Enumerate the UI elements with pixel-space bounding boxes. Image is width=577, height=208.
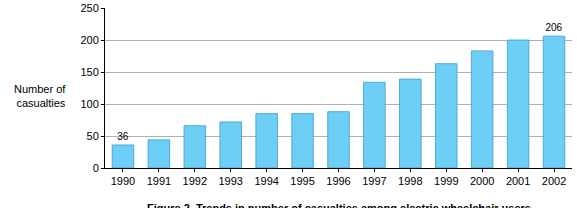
svg-text:206: 206	[545, 22, 562, 33]
svg-text:1998: 1998	[398, 175, 422, 187]
svg-text:0: 0	[93, 162, 99, 174]
svg-text:1997: 1997	[362, 175, 386, 187]
svg-text:1991: 1991	[147, 175, 171, 187]
svg-text:1993: 1993	[218, 175, 242, 187]
svg-text:1999: 1999	[434, 175, 458, 187]
svg-text:200: 200	[80, 34, 98, 46]
svg-text:36: 36	[117, 131, 129, 142]
svg-text:Number ofcasualties: Number ofcasualties	[14, 83, 66, 109]
svg-text:50: 50	[87, 130, 99, 142]
svg-text:1994: 1994	[254, 175, 278, 187]
svg-text:1992: 1992	[183, 175, 207, 187]
svg-text:1996: 1996	[326, 175, 350, 187]
svg-text:100: 100	[80, 98, 98, 110]
svg-text:2001: 2001	[506, 175, 530, 187]
svg-text:2000: 2000	[470, 175, 494, 187]
svg-text:150: 150	[80, 66, 98, 78]
svg-text:250: 250	[80, 2, 98, 14]
svg-text:1995: 1995	[290, 175, 314, 187]
svg-text:2002: 2002	[542, 175, 566, 187]
svg-text:Figure 2 Trends in number of: Figure 2 Trends in number of casualties …	[147, 202, 531, 208]
svg-text:1990: 1990	[111, 175, 135, 187]
